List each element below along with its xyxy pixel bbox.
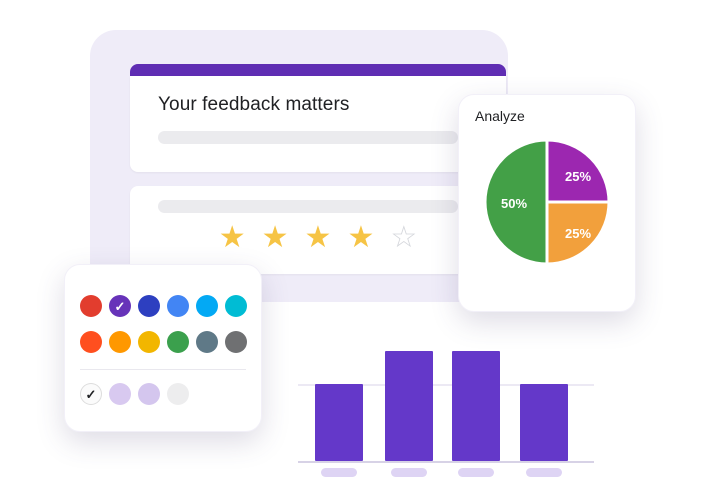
color-swatch-red[interactable] — [80, 295, 102, 317]
form-title: Your feedback matters — [158, 94, 350, 115]
star-rating: ★ ★ ★ ★ ☆ — [158, 223, 478, 253]
bar — [452, 351, 500, 461]
color-swatch-deep-orange[interactable] — [80, 331, 102, 353]
color-swatch-gray[interactable] — [225, 331, 247, 353]
swatch-row — [80, 331, 247, 353]
bar — [315, 384, 363, 461]
pie-label-green: 50% — [501, 196, 527, 211]
form-accent-bar — [130, 64, 506, 76]
star-filled-icon[interactable]: ★ — [347, 221, 375, 254]
color-swatch-light-gray[interactable] — [167, 383, 189, 405]
theme-color-picker: ✓ ✓ — [64, 264, 262, 432]
axis-tick-skeleton — [391, 468, 427, 477]
color-swatch-indigo[interactable] — [138, 295, 160, 317]
color-swatch-green[interactable] — [167, 331, 189, 353]
pie-chart: 50% 25% 25% — [483, 138, 611, 266]
pie-label-purple: 25% — [565, 169, 591, 184]
star-filled-icon[interactable]: ★ — [304, 221, 332, 254]
color-swatch-light-blue[interactable] — [196, 295, 218, 317]
pie-slice-purple — [545, 138, 611, 204]
color-swatch-purple[interactable]: ✓ — [109, 295, 131, 317]
chart-gridline — [298, 384, 594, 386]
bar — [520, 384, 568, 461]
rating-question-card: ★ ★ ★ ★ ☆ — [130, 186, 506, 274]
check-icon: ✓ — [85, 386, 97, 402]
star-filled-icon[interactable]: ★ — [218, 221, 246, 254]
chart-baseline — [298, 461, 594, 463]
axis-tick-skeleton — [526, 468, 562, 477]
check-icon: ✓ — [114, 298, 126, 314]
bar-chart — [298, 345, 594, 477]
axis-tick-skeleton — [321, 468, 357, 477]
divider — [80, 369, 246, 370]
color-swatch-lighter-purple[interactable] — [138, 383, 160, 405]
swatch-row: ✓ — [80, 295, 247, 317]
form-title-card: Your feedback matters — [130, 64, 506, 172]
color-swatch-cyan[interactable] — [225, 295, 247, 317]
star-filled-icon[interactable]: ★ — [261, 221, 289, 254]
analyze-card-title: Analyze — [475, 108, 525, 124]
color-swatch-light-purple[interactable] — [109, 383, 131, 405]
color-swatch-blue[interactable] — [167, 295, 189, 317]
skeleton-text-line — [158, 131, 458, 144]
color-swatch-blue-gray[interactable] — [196, 331, 218, 353]
color-swatch-white[interactable]: ✓ — [80, 383, 102, 405]
swatch-row: ✓ — [80, 383, 246, 405]
star-outline-icon[interactable]: ☆ — [390, 221, 418, 254]
bar — [385, 351, 433, 461]
axis-tick-skeleton — [458, 468, 494, 477]
pie-label-orange: 25% — [565, 226, 591, 241]
form-title-card-body: Your feedback matters — [130, 76, 506, 172]
analyze-card: Analyze 50% 25% 25% — [458, 94, 636, 312]
color-swatch-yellow[interactable] — [138, 331, 160, 353]
pie-slice-orange — [545, 200, 611, 266]
skeleton-text-line — [158, 200, 458, 213]
pie-slice-green — [483, 138, 549, 266]
color-swatch-orange[interactable] — [109, 331, 131, 353]
